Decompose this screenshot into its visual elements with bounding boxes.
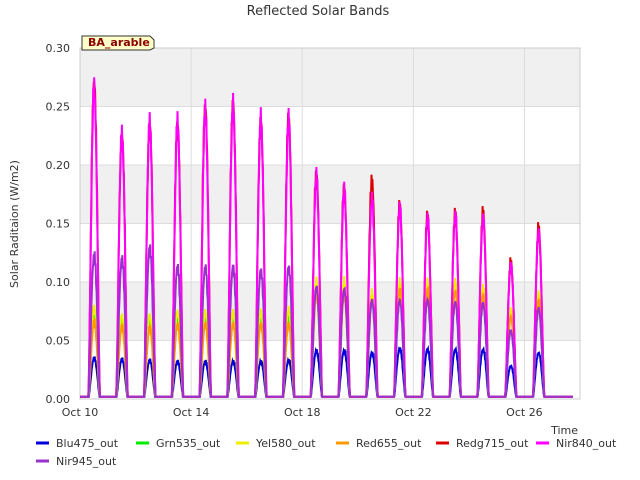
plot-band <box>80 106 580 165</box>
legend-item-label: Red655_out <box>356 437 422 450</box>
y-axis-label: Solar Raditaion (W/m2) <box>8 160 21 288</box>
y-tick-label: 0.15 <box>46 218 71 231</box>
legend-item-label: Nir840_out <box>556 437 617 450</box>
plot-bands <box>80 48 580 399</box>
legend-item-label: Redg715_out <box>456 437 529 450</box>
legend-item-label: Nir945_out <box>56 455 117 468</box>
legend-item-label: Grn535_out <box>156 437 221 450</box>
y-tick-label: 0.10 <box>46 276 71 289</box>
series-lines <box>80 77 573 398</box>
plot-frame <box>79 47 581 400</box>
x-tick-label: Oct 22 <box>395 406 432 419</box>
legend: Blu475_out Grn535_out Yel580_out Red655_out… <box>36 437 617 468</box>
y-axis-ticks: 0.00 0.05 0.10 0.15 0.20 0.25 0.30 <box>46 42 71 406</box>
x-tick-label: Oct 14 <box>173 406 210 419</box>
x-tick-label: Oct 26 <box>506 406 543 419</box>
x-axis-label: Time <box>550 424 578 437</box>
site-label: BA_arable <box>88 36 150 49</box>
legend-item-label: Blu475_out <box>56 437 119 450</box>
y-tick-label: 0.30 <box>46 42 71 55</box>
site-label-badge: BA_arable <box>81 35 155 51</box>
legend-item-label: Yel580_out <box>255 437 316 450</box>
x-tick-label: Oct 10 <box>62 406 99 419</box>
x-axis-ticks: Oct 10 Oct 14 Oct 18 Oct 22 Oct 26 <box>62 406 543 419</box>
y-tick-label: 0.00 <box>46 393 71 406</box>
y-tick-label: 0.05 <box>46 335 71 348</box>
plot-band <box>80 165 580 224</box>
plot-band <box>80 223 580 282</box>
plot-band <box>80 282 580 341</box>
y-tick-label: 0.20 <box>46 159 71 172</box>
x-tick-label: Oct 18 <box>284 406 321 419</box>
plot-band <box>80 340 580 399</box>
series-line-nir945-out <box>80 244 573 398</box>
plot-band <box>80 48 580 107</box>
chart-title: Reflected Solar Bands <box>247 4 390 19</box>
y-tick-label: 0.25 <box>46 101 71 114</box>
